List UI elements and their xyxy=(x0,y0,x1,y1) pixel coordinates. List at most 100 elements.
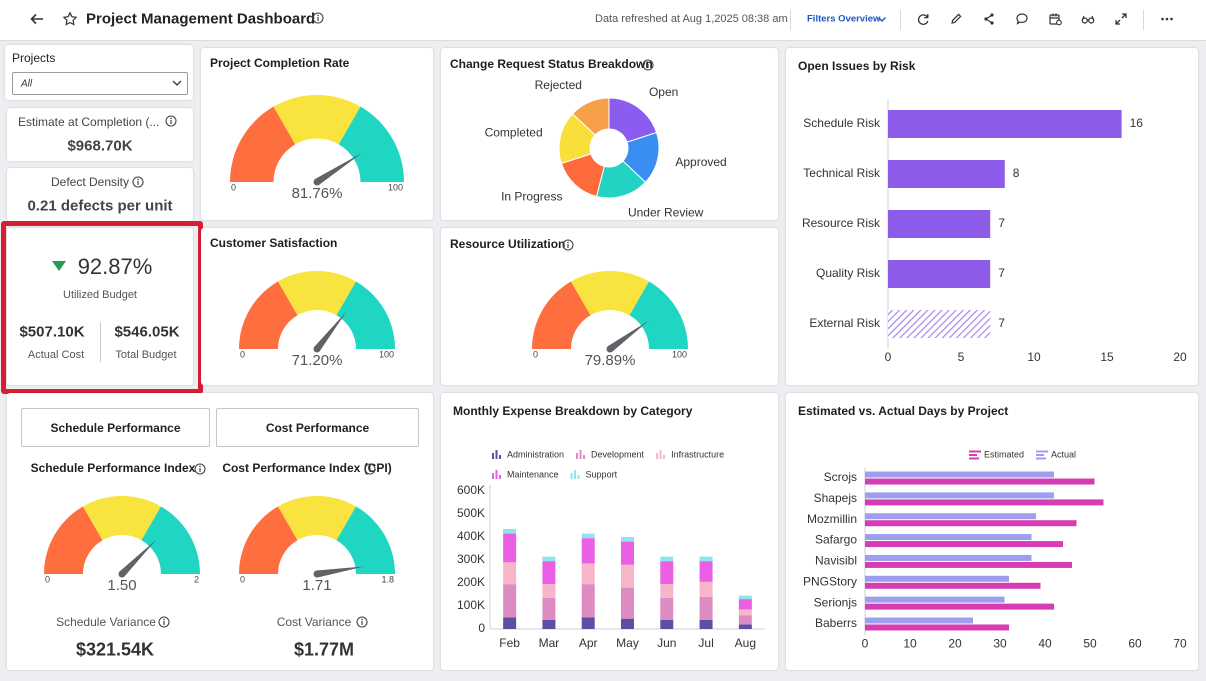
view-button[interactable] xyxy=(1080,11,1096,27)
gauge-band xyxy=(239,281,298,349)
gauge-chart: Resource Utilization 79.89% 0 100 xyxy=(450,237,688,369)
legend-icon xyxy=(492,473,494,479)
separator xyxy=(790,10,791,30)
bar-segment xyxy=(503,533,517,563)
slice-label: Under Review xyxy=(628,205,704,219)
legend-label: Infrastructure xyxy=(671,449,724,459)
separator xyxy=(1143,10,1144,30)
chart-card: Open Issues by Risk 0 5 10 15 20 Schedule Risk… xyxy=(786,48,1198,385)
slice-label: Completed xyxy=(485,125,543,139)
info-icon[interactable] xyxy=(165,115,177,127)
category-label: Technical Risk xyxy=(803,166,881,180)
legend-label: Development xyxy=(591,449,645,459)
category-label: Quality Risk xyxy=(816,266,881,280)
gauge-band xyxy=(83,496,161,541)
bar-segment xyxy=(542,597,556,620)
bar xyxy=(865,575,1009,582)
share-button[interactable] xyxy=(981,11,997,27)
bar xyxy=(865,561,1072,568)
category-label: Schedule Risk xyxy=(803,116,881,130)
x-tick-label: 70 xyxy=(1173,637,1187,651)
x-tick-label: Mar xyxy=(539,636,560,650)
y-tick-label: 300K xyxy=(457,552,485,566)
needle-hub xyxy=(313,570,321,578)
legend-item: Support xyxy=(570,469,618,479)
kpi-card: Estimate at Completion (... $968.70K xyxy=(7,108,193,161)
bar xyxy=(888,210,991,238)
info-icon[interactable] xyxy=(356,616,368,628)
gauge-band xyxy=(338,106,404,182)
bar-segment xyxy=(699,556,713,562)
gauge-tick-label: 0 xyxy=(45,574,50,584)
y-tick-label: 0 xyxy=(478,621,485,635)
header-bar xyxy=(0,0,1206,41)
bar xyxy=(865,520,1077,527)
info-icon[interactable] xyxy=(132,176,144,188)
filter-dropdown[interactable]: All xyxy=(12,72,188,95)
value-label: 8 xyxy=(1013,166,1020,180)
gauge-band xyxy=(336,506,395,574)
legend-icon xyxy=(577,475,580,479)
info-icon[interactable] xyxy=(194,463,206,475)
gauge-value: 1.50 xyxy=(107,577,136,594)
legend-icon xyxy=(968,450,981,453)
schedule-performance-tab[interactable]: Schedule Performance xyxy=(21,408,210,447)
x-tick-label: 15 xyxy=(1100,350,1114,364)
gauge-value: 79.89% xyxy=(585,352,636,369)
gauge-tick-label: 0 xyxy=(231,182,236,192)
legend-icon xyxy=(579,450,582,459)
x-tick-label: Feb xyxy=(499,636,520,650)
favorite-button[interactable] xyxy=(62,11,78,27)
gauge-band xyxy=(273,94,361,145)
kpi-card: Defect Density 0.21 defects per unit xyxy=(7,168,193,221)
chart-title: Change Request Status Breakdown xyxy=(450,57,653,71)
legend-icon xyxy=(1036,457,1047,460)
gauge-chart: Schedule Performance Index 1.50 0 2 xyxy=(31,461,200,594)
bar xyxy=(865,541,1063,548)
bar xyxy=(888,310,991,338)
budget-percent: 92.87% xyxy=(77,254,153,279)
bar-segment xyxy=(738,624,752,629)
legend-icon xyxy=(583,455,586,459)
gauge-band xyxy=(336,281,395,349)
value-label: 16 xyxy=(1130,116,1144,130)
gauge-value: 71.20% xyxy=(292,352,343,369)
gauge-tick-label: 100 xyxy=(672,349,687,359)
bar-segment xyxy=(542,584,556,598)
kpi-value: 0.21 defects per unit xyxy=(27,197,173,215)
edit-button[interactable] xyxy=(948,11,964,27)
bar xyxy=(865,603,1054,610)
filters-overview[interactable]: Filters Overview xyxy=(807,13,881,25)
bar xyxy=(888,110,1122,138)
schedule-button[interactable] xyxy=(1047,11,1063,27)
comment-button[interactable] xyxy=(1014,11,1030,27)
refresh-button[interactable] xyxy=(915,11,931,27)
bar-segment xyxy=(503,562,517,585)
x-tick-label: 20 xyxy=(1173,350,1187,364)
info-icon[interactable] xyxy=(158,616,170,628)
chart-title: Resource Utilization xyxy=(450,237,565,251)
filters-chevron[interactable] xyxy=(874,11,890,27)
more-button[interactable] xyxy=(1159,11,1175,27)
bar-segment xyxy=(660,561,674,585)
cost-performance-tab[interactable]: Cost Performance xyxy=(216,408,419,447)
info-icon[interactable] xyxy=(562,239,574,251)
legend-icon xyxy=(656,453,659,459)
actual-cost-label: Actual Cost xyxy=(27,349,85,361)
gauge-tick-label: 0 xyxy=(240,349,245,359)
back-button[interactable] xyxy=(29,11,45,27)
info-icon[interactable] xyxy=(364,463,376,475)
gauge-needle xyxy=(607,320,650,352)
chart-title: Open Issues by Risk xyxy=(798,59,916,73)
legend-item: Estimated xyxy=(968,449,1024,460)
grouped-bar-chart: Estimated vs. Actual Days by Project 0 10 2… xyxy=(798,404,1187,651)
bar xyxy=(865,596,1005,603)
bar-segment xyxy=(660,597,674,620)
separator xyxy=(900,10,901,30)
legend-item: Actual xyxy=(1036,449,1076,460)
info-icon[interactable] xyxy=(312,12,324,24)
gauge-needle xyxy=(119,539,157,577)
needle-hub xyxy=(118,570,126,578)
expand-button[interactable] xyxy=(1113,11,1129,27)
info-icon[interactable] xyxy=(642,59,654,71)
